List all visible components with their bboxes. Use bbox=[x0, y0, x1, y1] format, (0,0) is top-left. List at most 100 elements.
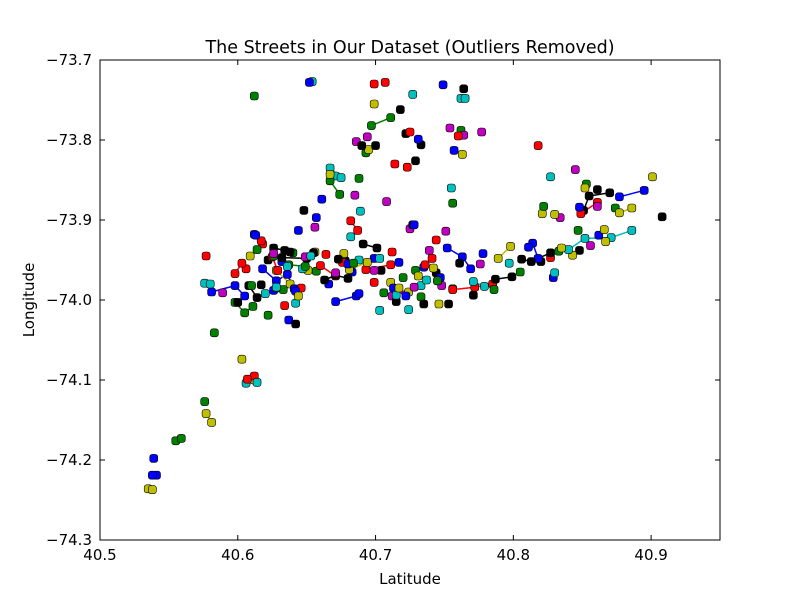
data-point bbox=[200, 397, 210, 406]
data-point bbox=[148, 470, 157, 480]
data-point bbox=[247, 281, 256, 290]
data-point bbox=[394, 258, 404, 267]
data-point bbox=[390, 159, 400, 169]
data-point bbox=[539, 202, 548, 211]
data-point bbox=[371, 141, 380, 150]
data-point bbox=[386, 260, 396, 270]
y-tick-label: −73.7 bbox=[46, 51, 92, 69]
data-point bbox=[413, 134, 423, 144]
data-point bbox=[201, 409, 211, 418]
data-point bbox=[458, 150, 467, 159]
data-point bbox=[475, 259, 485, 269]
data-point bbox=[149, 454, 159, 463]
data-point bbox=[431, 235, 441, 245]
data-point bbox=[504, 258, 514, 268]
data-point bbox=[369, 99, 379, 109]
data-point bbox=[350, 190, 360, 200]
y-tick-label: −74.3 bbox=[46, 531, 92, 549]
data-point bbox=[306, 251, 316, 261]
data-point bbox=[427, 254, 437, 263]
data-point bbox=[387, 247, 397, 257]
data-point bbox=[336, 173, 346, 182]
data-point bbox=[478, 249, 488, 258]
data-point bbox=[361, 265, 371, 274]
data-point bbox=[233, 298, 243, 307]
data-point bbox=[402, 162, 412, 172]
data-point bbox=[394, 283, 404, 293]
data-point bbox=[507, 272, 517, 282]
data-point bbox=[424, 246, 434, 255]
data-point bbox=[648, 172, 657, 182]
data-point bbox=[316, 261, 325, 270]
data-point bbox=[335, 190, 345, 199]
data-point bbox=[375, 254, 384, 263]
data-point bbox=[252, 378, 262, 387]
data-point bbox=[448, 285, 458, 294]
data-point bbox=[252, 245, 262, 254]
x-tick-label: 40.5 bbox=[83, 546, 116, 564]
data-point bbox=[391, 290, 401, 300]
data-point bbox=[580, 183, 590, 193]
data-point bbox=[419, 299, 429, 309]
data-point bbox=[404, 305, 413, 314]
data-point bbox=[593, 202, 602, 211]
data-point bbox=[375, 306, 384, 315]
data-point bbox=[433, 276, 442, 286]
data-point bbox=[299, 206, 309, 215]
data-point bbox=[280, 301, 289, 310]
data-point bbox=[408, 90, 418, 99]
data-point bbox=[230, 269, 240, 278]
data-point bbox=[346, 232, 356, 242]
data-point bbox=[269, 249, 278, 258]
data-point bbox=[382, 197, 391, 206]
data-point bbox=[441, 226, 451, 236]
data-point bbox=[593, 185, 602, 194]
data-point bbox=[237, 354, 247, 364]
data-point bbox=[258, 264, 267, 274]
data-point bbox=[493, 254, 503, 263]
data-point bbox=[524, 242, 533, 252]
data-point bbox=[349, 258, 358, 268]
data-point bbox=[429, 263, 438, 273]
data-point bbox=[321, 250, 331, 259]
y-tick-label: −73.9 bbox=[46, 211, 92, 229]
data-points bbox=[143, 77, 667, 494]
data-point bbox=[480, 282, 489, 291]
data-point bbox=[420, 260, 430, 270]
data-point bbox=[354, 289, 364, 298]
data-point bbox=[240, 291, 249, 301]
data-point bbox=[580, 234, 590, 243]
data-point bbox=[615, 208, 624, 218]
data-point bbox=[356, 206, 365, 216]
data-point bbox=[469, 277, 478, 286]
data-point bbox=[283, 262, 292, 271]
data-point bbox=[506, 242, 515, 251]
data-point bbox=[218, 288, 227, 298]
data-point bbox=[584, 191, 594, 201]
data-point bbox=[396, 105, 405, 114]
data-point bbox=[207, 287, 216, 297]
data-point bbox=[248, 302, 258, 311]
data-point bbox=[300, 262, 310, 271]
data-point bbox=[294, 291, 303, 301]
data-point bbox=[243, 374, 252, 384]
data-point bbox=[273, 266, 283, 275]
data-point bbox=[334, 254, 343, 264]
data-point bbox=[599, 225, 609, 234]
data-point bbox=[277, 253, 287, 262]
data-point bbox=[401, 291, 411, 301]
data-point bbox=[386, 113, 396, 122]
data-point bbox=[449, 146, 459, 155]
data-point bbox=[409, 220, 419, 230]
data-point bbox=[245, 251, 255, 261]
data-point bbox=[369, 79, 379, 89]
data-point bbox=[573, 226, 583, 235]
data-point bbox=[148, 485, 157, 494]
data-point bbox=[627, 226, 637, 235]
data-point bbox=[210, 328, 219, 338]
x-tick-label: 40.8 bbox=[497, 546, 530, 564]
data-point bbox=[455, 258, 464, 268]
data-point bbox=[405, 127, 415, 137]
y-tick-label: −73.8 bbox=[46, 131, 92, 149]
data-point bbox=[358, 239, 368, 249]
